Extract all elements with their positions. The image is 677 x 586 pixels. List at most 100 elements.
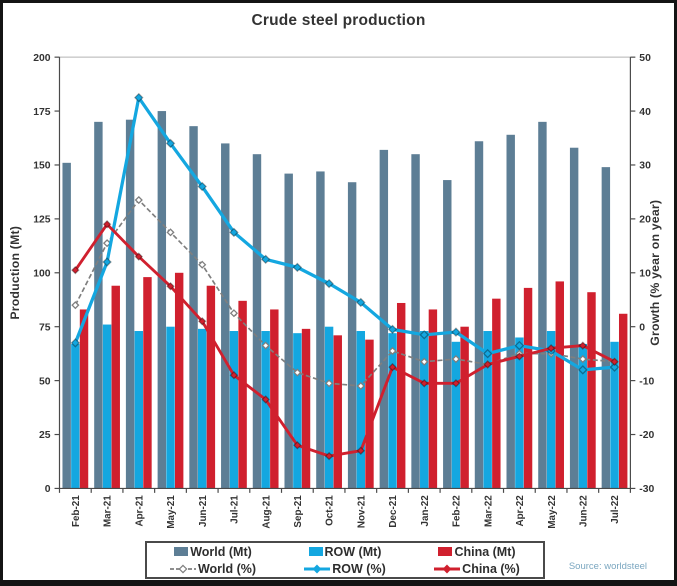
bar xyxy=(610,341,619,489)
data-point-marker xyxy=(293,368,302,377)
data-point-marker xyxy=(229,309,239,318)
bar xyxy=(157,111,167,489)
legend-item-china-pct: China (%) xyxy=(411,562,543,576)
x-tick-label: Mar-22 xyxy=(483,495,494,527)
data-point-marker xyxy=(578,341,588,350)
chart-legend: World (Mt) ROW (Mt) China (Mt) World (%)… xyxy=(145,541,545,579)
bar xyxy=(451,341,461,489)
bar xyxy=(252,154,262,489)
bar xyxy=(546,331,556,489)
bar xyxy=(578,343,588,489)
legend-label: ROW (%) xyxy=(332,561,386,576)
data-point-marker xyxy=(482,348,493,359)
line-path xyxy=(74,222,616,458)
bar xyxy=(324,326,334,489)
x-tick-label: Dec-21 xyxy=(388,495,399,528)
bar xyxy=(174,272,184,489)
x-tick-label: Apr-22 xyxy=(515,495,526,527)
data-point-marker xyxy=(578,365,588,375)
legend-item-china-mt: China (Mt) xyxy=(411,545,543,559)
bar xyxy=(229,331,239,489)
bar xyxy=(555,281,564,489)
bar xyxy=(347,182,357,489)
bar xyxy=(143,277,152,489)
source-credit: Source: worldsteel xyxy=(568,561,647,572)
x-tick-label: Jan-22 xyxy=(420,495,431,527)
world-mt-swatch-icon xyxy=(174,547,189,556)
bar xyxy=(134,331,143,489)
data-point-marker xyxy=(166,228,175,237)
y-tick-label: 50 xyxy=(639,53,651,64)
y-tick-label: 25 xyxy=(39,430,51,441)
data-point-marker xyxy=(134,195,143,205)
bar xyxy=(284,173,293,489)
data-point-marker xyxy=(134,92,144,103)
legend-item-world-mt: World (Mt) xyxy=(147,545,279,559)
legend-item-world-pct: World (%) xyxy=(147,562,279,576)
y-tick-label: -10 xyxy=(639,376,654,387)
legend-label: China (Mt) xyxy=(454,544,516,559)
bar xyxy=(460,326,469,489)
bar xyxy=(492,298,501,489)
y-tick-label: 100 xyxy=(33,269,51,280)
y-tick-label: 0 xyxy=(45,484,51,495)
data-point-marker xyxy=(419,379,429,388)
bar xyxy=(301,328,311,489)
data-point-marker xyxy=(610,357,619,366)
data-point-marker xyxy=(388,362,397,372)
chart-plot-area: 0 25 50 75 100 125 150 175 200 -30 -20 -10 0 10 20 30 40… xyxy=(8,53,662,529)
bar xyxy=(206,285,216,489)
bar xyxy=(428,309,438,489)
data-point-marker xyxy=(229,227,239,238)
bar xyxy=(62,162,71,489)
data-point-marker xyxy=(356,297,366,308)
data-point-marker xyxy=(483,360,492,369)
bars-china-mt- xyxy=(79,272,628,489)
y-tick-label: 30 xyxy=(639,161,651,172)
data-point-marker xyxy=(451,327,461,337)
legend-item-row-mt: ROW (Mt) xyxy=(279,545,411,559)
y-tick-label: 40 xyxy=(639,107,651,118)
x-tick-label: May-22 xyxy=(547,495,558,529)
row-pct-line-icon xyxy=(304,564,331,574)
y-tick-label: 125 xyxy=(33,215,51,226)
data-point-marker xyxy=(165,138,176,149)
y-tick-label: 150 xyxy=(33,161,51,172)
legend-label: ROW (Mt) xyxy=(324,544,382,559)
bar xyxy=(618,313,628,489)
bar xyxy=(474,141,484,489)
data-point-marker xyxy=(419,330,430,340)
data-point-marker xyxy=(102,220,112,229)
bar xyxy=(79,309,89,489)
y-tick-label: 20 xyxy=(639,215,651,226)
bar xyxy=(396,302,406,489)
x-tick-label: Feb-22 xyxy=(452,495,463,527)
bar xyxy=(238,300,247,489)
data-point-marker xyxy=(260,254,271,265)
data-point-marker xyxy=(71,301,80,310)
data-point-marker xyxy=(324,278,334,289)
y-axis-right-title: Growth (% year on year) xyxy=(648,200,662,346)
legend-label: World (Mt) xyxy=(190,544,252,559)
bar xyxy=(365,339,374,489)
data-point-marker xyxy=(324,451,334,461)
legend-label: China (%) xyxy=(462,561,520,576)
y-axis-left-title: Production (Mt) xyxy=(8,226,22,320)
bars-row-mt- xyxy=(71,324,619,489)
bar xyxy=(601,167,611,489)
line-path xyxy=(73,95,615,372)
y-tick-label: -20 xyxy=(639,430,654,441)
china-pct-line-icon xyxy=(434,564,461,574)
chart-title: Crude steel production xyxy=(251,12,426,29)
data-point-marker xyxy=(102,257,112,267)
bars-world-mt- xyxy=(62,111,611,489)
data-point-marker xyxy=(197,317,207,326)
bar xyxy=(94,121,103,489)
data-point-marker xyxy=(514,340,525,351)
data-point-marker xyxy=(451,354,461,364)
data-point-marker xyxy=(388,346,397,356)
data-point-marker xyxy=(451,379,461,388)
x-axis-ticks: Feb-21 Mar-21 Apr-21 May-21 Jun-21 Jul-21 Aug-… xyxy=(58,488,631,529)
bar xyxy=(111,285,120,489)
